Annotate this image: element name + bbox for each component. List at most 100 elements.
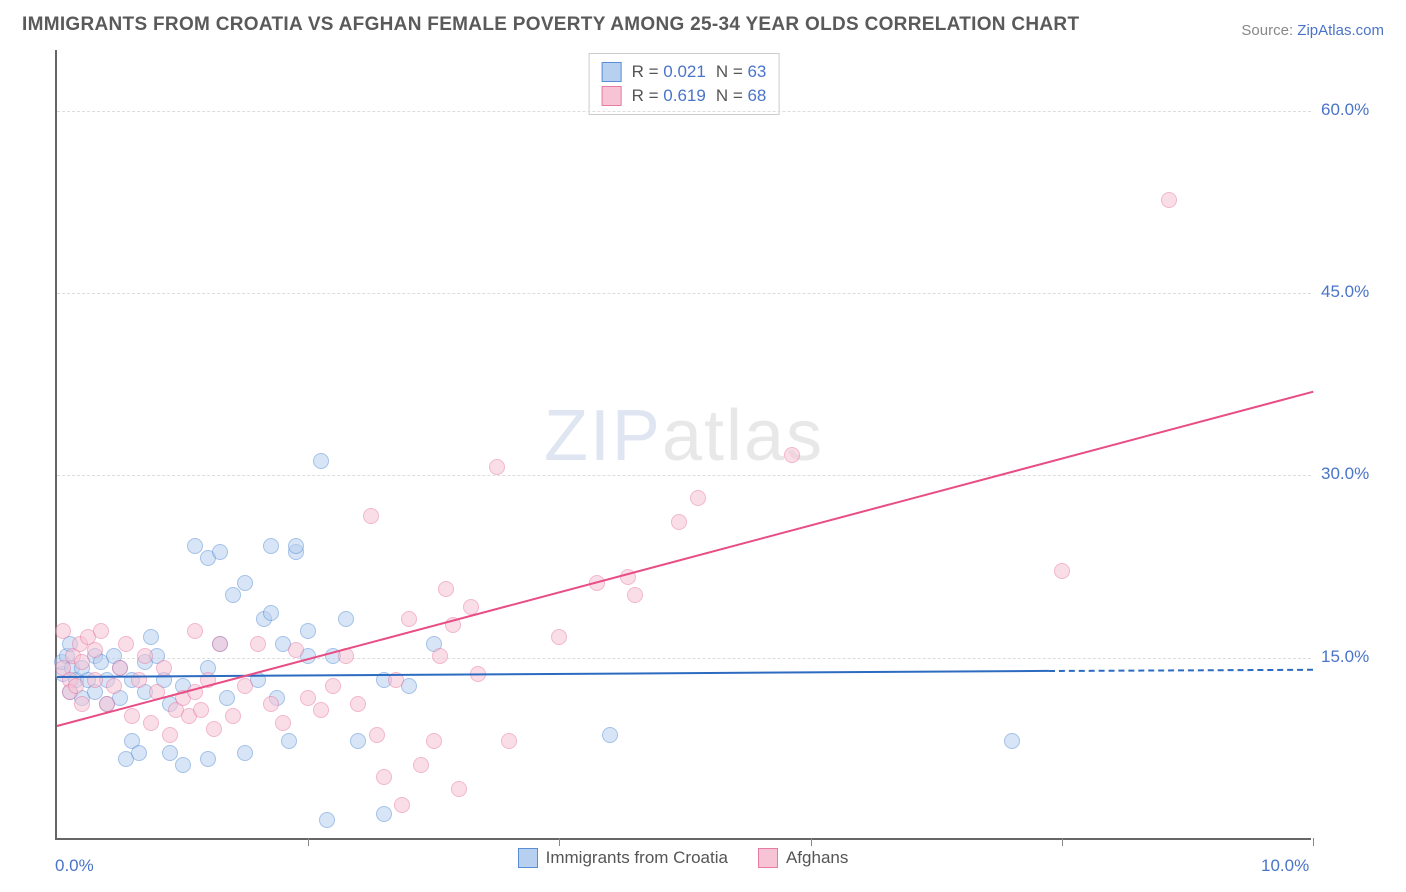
grid-line: [57, 475, 1311, 476]
point-afghan: [1054, 563, 1070, 579]
watermark-atlas: atlas: [662, 396, 824, 476]
point-afghan: [87, 642, 103, 658]
point-croatia: [263, 605, 279, 621]
point-afghan: [426, 733, 442, 749]
point-afghan: [131, 672, 147, 688]
legend-bottom-item: Afghans: [758, 848, 848, 868]
point-croatia: [338, 611, 354, 627]
legend-top-row: R = 0.021 N = 63: [602, 60, 767, 84]
point-afghan: [112, 660, 128, 676]
point-croatia: [1004, 733, 1020, 749]
point-afghan: [489, 459, 505, 475]
x-tick-mark: [308, 838, 309, 846]
point-croatia: [200, 751, 216, 767]
point-afghan: [106, 678, 122, 694]
legend-top: R = 0.021 N = 63R = 0.619N = 68: [589, 53, 780, 115]
point-afghan: [432, 648, 448, 664]
grid-line: [57, 293, 1311, 294]
point-afghan: [413, 757, 429, 773]
trend-line: [57, 390, 1314, 726]
x-tick-mark: [1313, 838, 1314, 846]
point-croatia: [300, 623, 316, 639]
point-afghan: [313, 702, 329, 718]
point-croatia: [281, 733, 297, 749]
point-croatia: [376, 806, 392, 822]
legend-swatch: [602, 86, 622, 106]
point-afghan: [87, 672, 103, 688]
point-afghan: [300, 690, 316, 706]
point-afghan: [1161, 192, 1177, 208]
legend-bottom: Immigrants from Croatia Afghans: [55, 848, 1311, 868]
watermark: ZIPatlas: [544, 395, 824, 477]
point-croatia: [175, 757, 191, 773]
legend-top-row: R = 0.619N = 68: [602, 84, 767, 108]
y-tick-label: 60.0%: [1321, 100, 1369, 120]
point-afghan: [68, 678, 84, 694]
point-afghan: [551, 629, 567, 645]
grid-line: [57, 658, 1311, 659]
source-link[interactable]: ZipAtlas.com: [1297, 22, 1384, 39]
point-croatia: [263, 538, 279, 554]
point-afghan: [156, 660, 172, 676]
point-croatia: [602, 727, 618, 743]
source-prefix: Source:: [1241, 22, 1297, 39]
legend-swatch: [518, 848, 538, 868]
point-afghan: [137, 648, 153, 664]
legend-r-label: R = 0.021: [632, 62, 706, 82]
point-afghan: [124, 708, 140, 724]
point-afghan: [206, 721, 222, 737]
point-croatia: [319, 812, 335, 828]
point-croatia: [219, 690, 235, 706]
point-afghan: [325, 678, 341, 694]
point-croatia: [237, 745, 253, 761]
legend-swatch: [602, 62, 622, 82]
point-croatia: [237, 575, 253, 591]
x-tick-mark: [811, 838, 812, 846]
point-afghan: [93, 623, 109, 639]
legend-n-label: N = 68: [716, 86, 767, 106]
point-croatia: [162, 745, 178, 761]
point-afghan: [250, 636, 266, 652]
point-croatia: [313, 453, 329, 469]
point-afghan: [55, 623, 71, 639]
point-afghan: [237, 678, 253, 694]
point-croatia: [131, 745, 147, 761]
point-afghan: [350, 696, 366, 712]
point-afghan: [74, 654, 90, 670]
point-afghan: [438, 581, 454, 597]
point-afghan: [784, 447, 800, 463]
watermark-zip: ZIP: [544, 396, 662, 476]
legend-n-label: N = 63: [716, 62, 767, 82]
point-afghan: [394, 797, 410, 813]
point-afghan: [627, 587, 643, 603]
point-afghan: [501, 733, 517, 749]
point-afghan: [369, 727, 385, 743]
chart-plot-area: ZIPatlas R = 0.021 N = 63R = 0.619N = 68: [55, 50, 1311, 840]
point-croatia: [187, 538, 203, 554]
y-tick-label: 15.0%: [1321, 647, 1369, 667]
point-afghan: [162, 727, 178, 743]
point-afghan: [74, 696, 90, 712]
point-afghan: [187, 623, 203, 639]
point-croatia: [288, 538, 304, 554]
chart-title: IMMIGRANTS FROM CROATIA VS AFGHAN FEMALE…: [22, 14, 1079, 36]
point-croatia: [350, 733, 366, 749]
point-afghan: [401, 611, 417, 627]
point-croatia: [212, 544, 228, 560]
point-afghan: [118, 636, 134, 652]
x-tick-mark: [559, 838, 560, 846]
point-afghan: [363, 508, 379, 524]
point-afghan: [212, 636, 228, 652]
y-tick-label: 45.0%: [1321, 282, 1369, 302]
grid-line: [57, 111, 1311, 112]
legend-bottom-item: Immigrants from Croatia: [518, 848, 728, 868]
point-afghan: [690, 490, 706, 506]
legend-swatch: [758, 848, 778, 868]
x-tick-label: 10.0%: [1261, 856, 1309, 876]
point-croatia: [225, 587, 241, 603]
point-afghan: [143, 715, 159, 731]
y-tick-label: 30.0%: [1321, 464, 1369, 484]
point-afghan: [275, 715, 291, 731]
point-afghan: [225, 708, 241, 724]
point-afghan: [288, 642, 304, 658]
